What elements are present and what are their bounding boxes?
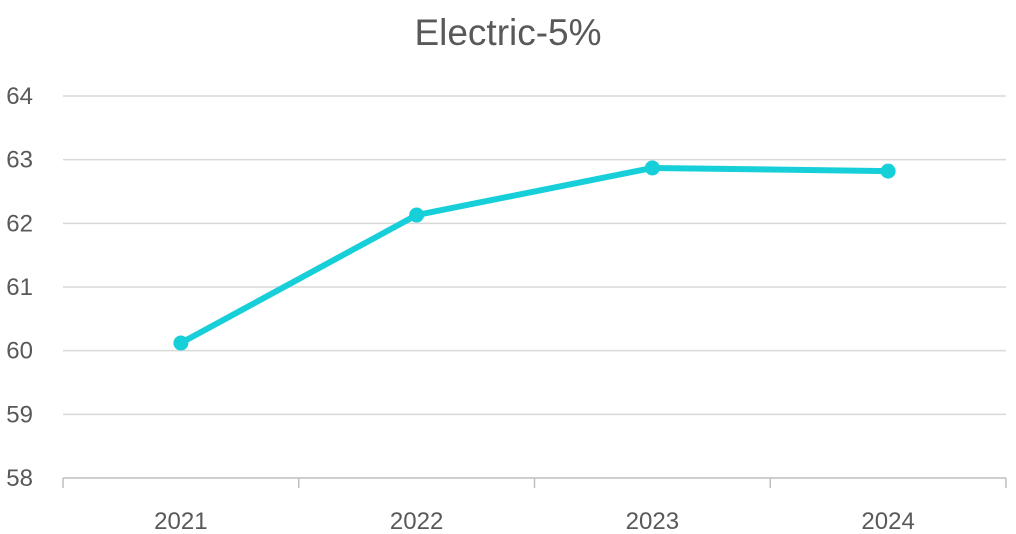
y-tick-label-63: 63 — [6, 147, 33, 174]
y-tick-label-62: 62 — [6, 210, 33, 237]
data-point-2023 — [644, 160, 660, 176]
grid-layer — [63, 95, 1006, 416]
x-tick-label-2021: 2021 — [154, 508, 207, 534]
data-point-2024 — [880, 163, 896, 179]
series-layer — [173, 160, 896, 351]
y-tick-label-58: 58 — [6, 465, 33, 492]
y-tick-label-59: 59 — [6, 401, 33, 428]
data-point-2021 — [173, 335, 189, 351]
data-point-2022 — [409, 207, 425, 223]
series-line-0 — [177, 164, 892, 347]
axis-layer: 58 59 60 61 62 63 64 2021 2022 2023 2024 — [6, 83, 1007, 534]
x-tick-label-2024: 2024 — [861, 508, 914, 534]
x-tick-label-2023: 2023 — [626, 508, 679, 534]
x-tick-label-2022: 2022 — [390, 508, 443, 534]
y-tick-label-61: 61 — [6, 274, 33, 301]
chart-title: Electric-5% — [414, 12, 601, 53]
y-tick-label-60: 60 — [6, 338, 33, 365]
y-tick-label-64: 64 — [6, 83, 33, 110]
